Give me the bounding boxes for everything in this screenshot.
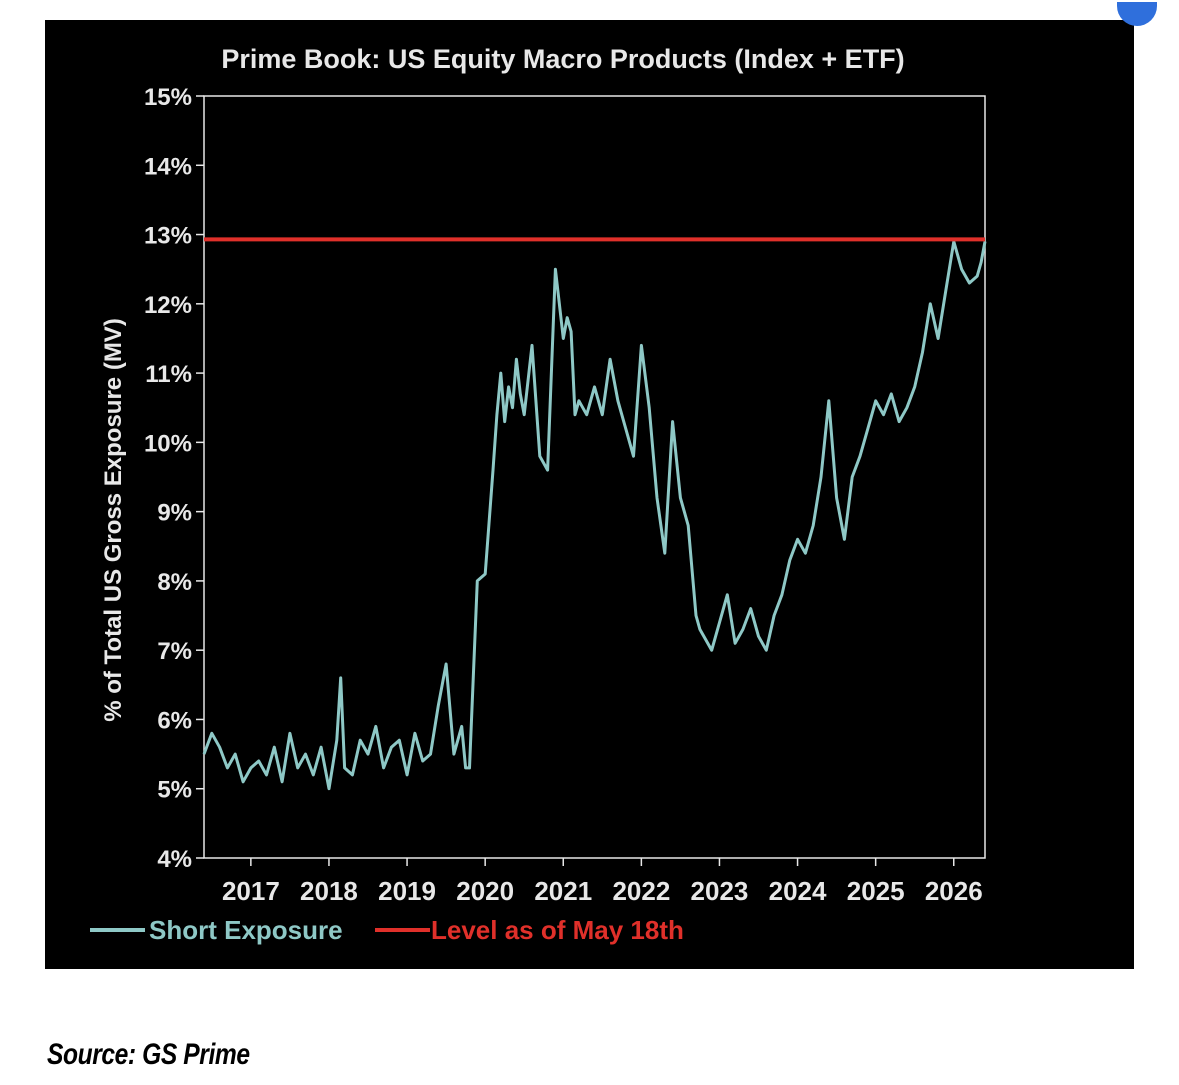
- x-tick-label: 2020: [456, 876, 514, 906]
- y-tick-label: 8%: [157, 569, 192, 596]
- legend-short-exposure: Short Exposure: [90, 915, 343, 945]
- legend-label: Level as of May 18th: [431, 915, 684, 945]
- y-tick-label: 10%: [144, 430, 192, 457]
- y-tick-label: 9%: [157, 500, 192, 527]
- x-tick-label: 2026: [925, 876, 983, 906]
- x-tick-label: 2022: [612, 876, 670, 906]
- x-tick-label: 2025: [847, 876, 905, 906]
- chart-panel: Prime Book: US Equity Macro Products (In…: [45, 2, 1157, 969]
- y-tick-label: 14%: [144, 153, 192, 180]
- x-tick-label: 2024: [769, 876, 827, 906]
- y-tick-label: 7%: [157, 638, 192, 665]
- y-tick-label: 6%: [157, 707, 192, 734]
- y-tick-label: 13%: [144, 223, 192, 250]
- legend-level-may-18: Level as of May 18th: [375, 915, 684, 945]
- y-axis: 4% 5% 6% 7% 8% 9% 10% 11% 12% 13% 14% 15%: [144, 84, 204, 873]
- y-tick-label: 11%: [145, 361, 192, 388]
- series-layer: [202, 237, 987, 791]
- short-exposure-line: [202, 240, 987, 791]
- y-tick-label: 4%: [157, 846, 192, 873]
- x-tick-label: 2018: [300, 876, 358, 906]
- x-tick-label: 2019: [378, 876, 436, 906]
- y-tick-label: 15%: [144, 84, 192, 111]
- plot-frame: [203, 95, 986, 859]
- x-tick-label: 2023: [691, 876, 749, 906]
- chart-svg: Prime Book: US Equity Macro Products (In…: [90, 44, 987, 945]
- legend: Short Exposure Level as of May 18th: [90, 915, 684, 945]
- source-caption: Source: GS Prime: [47, 1038, 250, 1071]
- y-tick-label: 5%: [157, 777, 192, 804]
- x-tick-label: 2021: [534, 876, 592, 906]
- legend-label: Short Exposure: [149, 915, 343, 945]
- y-tick-label: 12%: [144, 292, 192, 319]
- x-axis: 2017 2018 2019 2020 2021 2022 2023 2024 2025 2026: [222, 858, 983, 906]
- x-tick-label: 2017: [222, 876, 280, 906]
- chart-title: Prime Book: US Equity Macro Products (In…: [221, 44, 904, 74]
- y-axis-label: % of Total US Gross Exposure (MV): [100, 318, 127, 722]
